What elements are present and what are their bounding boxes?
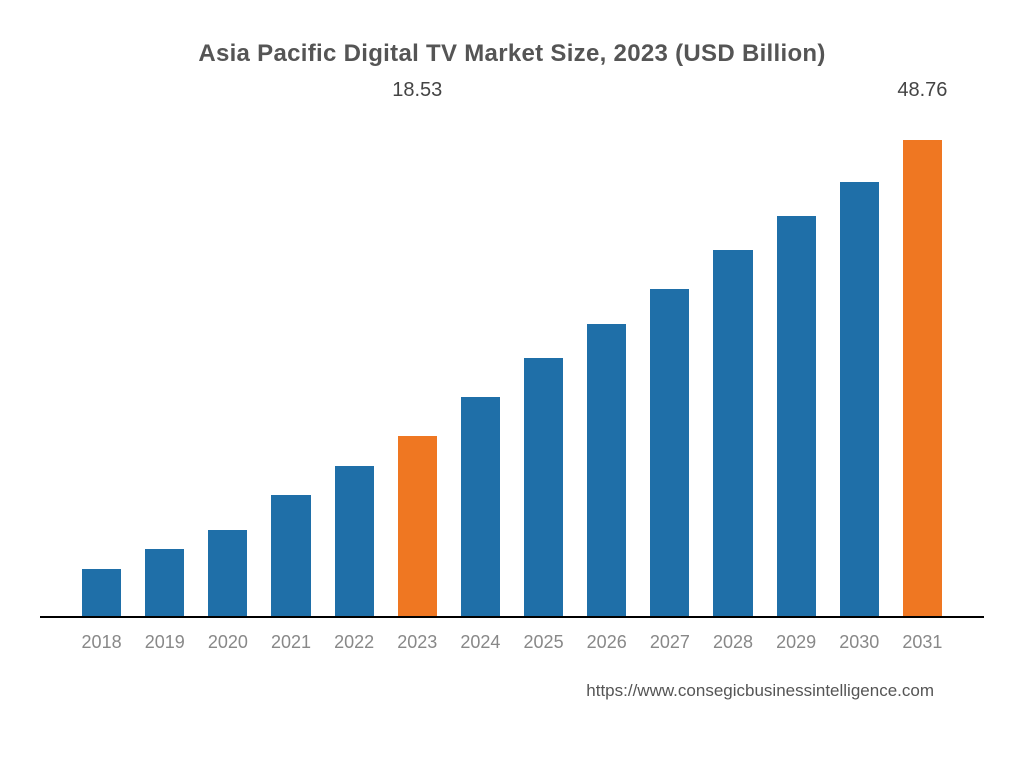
x-tick-label: 2021 (259, 632, 322, 653)
x-tick-label: 2020 (196, 632, 259, 653)
bar (903, 140, 942, 618)
bar-slot (259, 108, 322, 618)
bar-slot (449, 108, 512, 618)
x-tick-label: 2018 (70, 632, 133, 653)
bar-slot (323, 108, 386, 618)
bar-slot (196, 108, 259, 618)
bar (271, 495, 310, 618)
bar-slot (701, 108, 764, 618)
bar-slot: 48.76 (891, 108, 954, 618)
bar (524, 358, 563, 618)
chart-container: Asia Pacific Digital TV Market Size, 202… (0, 0, 1024, 768)
bar (713, 250, 752, 618)
bar-slot (133, 108, 196, 618)
bar (398, 436, 437, 618)
bar-slot (575, 108, 638, 618)
source-link[interactable]: https://www.consegicbusinessintelligence… (40, 681, 934, 701)
bar-slot: 18.53 (386, 108, 449, 618)
plot-area: 18.53 48.76 (70, 108, 954, 618)
bar-slot (638, 108, 701, 618)
chart-title: Asia Pacific Digital TV Market Size, 202… (40, 40, 984, 68)
x-tick-label: 2022 (323, 632, 386, 653)
x-tick-label: 2029 (765, 632, 828, 653)
x-axis-baseline (40, 616, 984, 618)
bar-slot (70, 108, 133, 618)
bar (587, 324, 626, 618)
bar (145, 549, 184, 618)
bar-slot (765, 108, 828, 618)
bar-slot (828, 108, 891, 618)
x-tick-label: 2026 (575, 632, 638, 653)
bar-slot (512, 108, 575, 618)
bar (840, 182, 879, 618)
x-axis: 2018201920202021202220232024202520262027… (70, 632, 954, 653)
bar (461, 397, 500, 618)
bar (82, 569, 121, 618)
bars-group: 18.53 48.76 (70, 108, 954, 618)
x-tick-label: 2023 (386, 632, 449, 653)
x-tick-label: 2024 (449, 632, 512, 653)
bar-value-label: 18.53 (392, 79, 442, 102)
x-tick-label: 2025 (512, 632, 575, 653)
x-tick-label: 2030 (828, 632, 891, 653)
x-tick-label: 2031 (891, 632, 954, 653)
x-tick-label: 2028 (701, 632, 764, 653)
bar-value-label: 48.76 (897, 79, 947, 102)
bar (335, 466, 374, 618)
bar (208, 530, 247, 618)
bar (650, 289, 689, 618)
x-tick-label: 2027 (638, 632, 701, 653)
bar (777, 216, 816, 618)
x-tick-label: 2019 (133, 632, 196, 653)
